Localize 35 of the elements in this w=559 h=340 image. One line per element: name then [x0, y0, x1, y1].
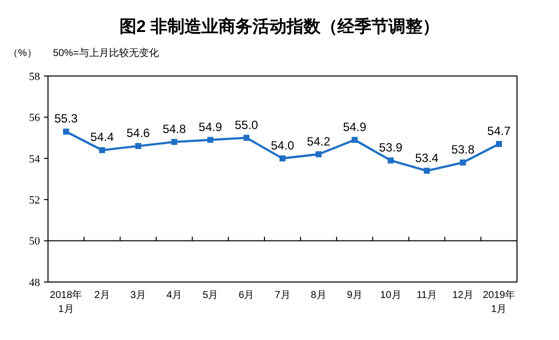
x-tick-label: 10月	[380, 290, 402, 301]
text: 50%=与上月比较无变化	[53, 47, 159, 59]
data-label: 55.3	[54, 112, 78, 126]
data-label: 54.9	[198, 120, 222, 134]
x-tick-label: 12月	[452, 290, 474, 301]
x-tick-label: 11月	[416, 290, 438, 301]
data-label: 53.4	[415, 150, 439, 165]
data-label: 54.4	[90, 130, 114, 144]
y-tick-label: 54	[29, 153, 40, 166]
y-tick-label: 50	[29, 236, 40, 248]
x-tick-label: 9月	[346, 290, 362, 301]
data-label: 54.6	[126, 126, 150, 140]
data-label: 54.0	[270, 138, 294, 152]
x-tick-label: 7月	[274, 290, 290, 301]
data-label: 53.8	[451, 142, 475, 157]
data-label: 55.0	[234, 118, 258, 132]
data-label: 54.9	[342, 120, 367, 134]
data-label: 53.9	[379, 140, 403, 154]
y-axis-title: （%）	[8, 48, 37, 59]
data-label: 54.2	[306, 134, 331, 148]
y-tick-label: 52	[29, 194, 40, 206]
x-tick-label: 3月	[130, 290, 146, 301]
y-tick-label: 56	[29, 112, 40, 124]
x-tick-label: 2018年 1月	[50, 289, 82, 315]
y-tick-label: 58	[29, 70, 40, 83]
data-label: 54.8	[162, 122, 186, 136]
x-tick-label: 5月	[202, 290, 218, 301]
y-tick-label: 48	[29, 276, 40, 289]
x-tick-label: 2019年 1月	[482, 289, 516, 315]
x-tick-label: 2月	[94, 290, 110, 301]
data-label: 54.7	[487, 124, 511, 138]
x-tick-label: 8月	[310, 290, 326, 301]
chart-title: 图2 非制造业商务活动指数（经季节调整）	[119, 17, 440, 36]
x-tick-label: 6月	[238, 290, 254, 301]
x-tick-label: 4月	[166, 290, 182, 301]
